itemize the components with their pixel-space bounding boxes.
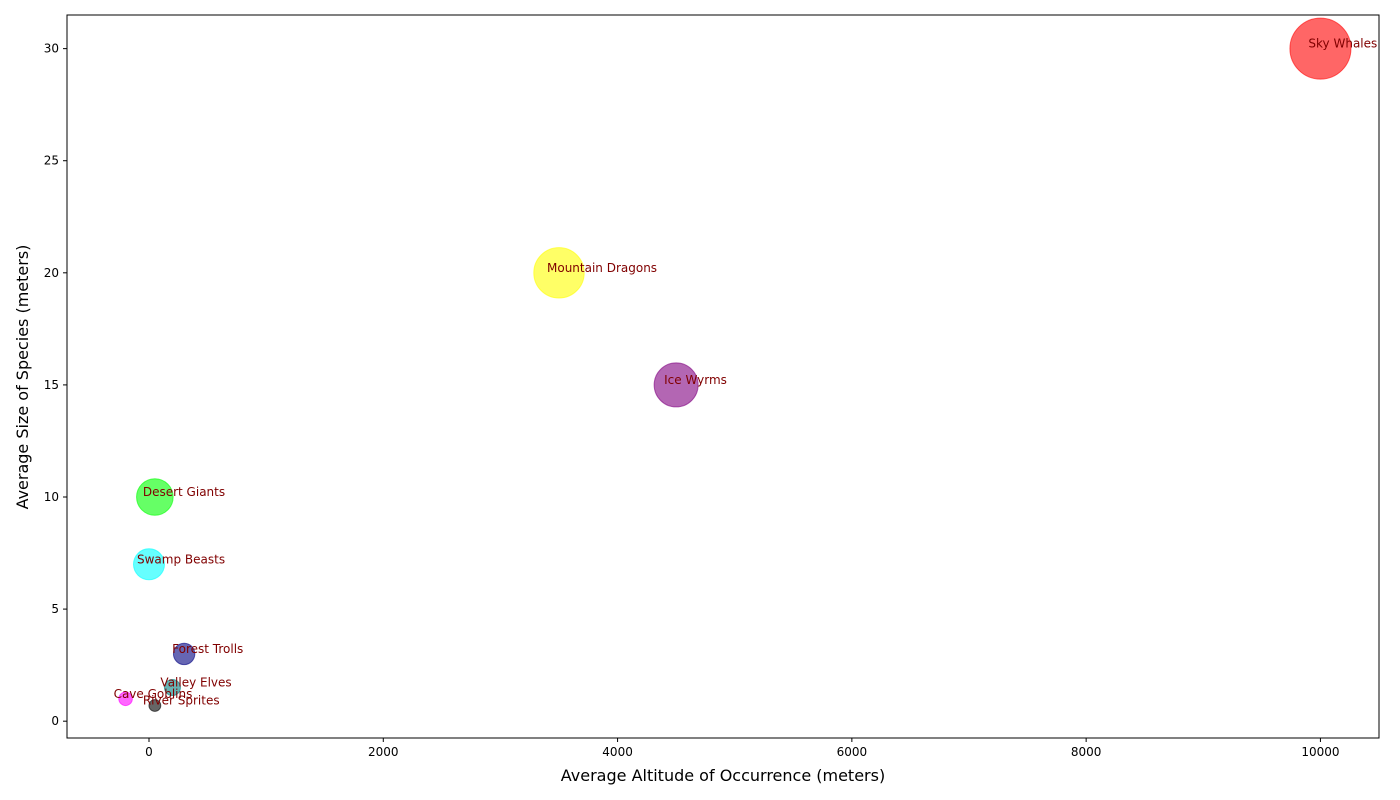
y-axis-ticks: 0 5 10 15 20 25 30 xyxy=(44,42,67,728)
y-tick-label: 10 xyxy=(44,490,59,504)
y-axis-label: Average Size of Species (meters) xyxy=(13,245,32,510)
bubble-sky-whales xyxy=(1289,17,1352,80)
y-tick-label: 5 xyxy=(51,602,59,616)
bubble-desert-giants xyxy=(136,478,174,516)
point-label-ice-wyrms: Ice Wyrms xyxy=(664,373,727,387)
point-label-cave-goblins: Cave Goblins xyxy=(114,687,193,701)
point-label-desert-giants: Desert Giants xyxy=(143,485,225,499)
plot-area xyxy=(66,14,1380,739)
x-tick-label: 0 xyxy=(145,745,153,759)
x-axis-label: Average Altitude of Occurrence (meters) xyxy=(561,766,885,785)
y-tick-label: 0 xyxy=(51,714,59,728)
point-label-river-sprites: River Sprites xyxy=(143,693,220,707)
bubble-cave-goblins xyxy=(118,691,133,707)
point-label-swamp-beasts: Swamp Beasts xyxy=(137,552,225,566)
y-tick-label: 20 xyxy=(44,266,59,280)
point-label-mountain-dragons: Mountain Dragons xyxy=(547,261,657,275)
bubbles-group xyxy=(118,17,1352,712)
bubble-ice-wyrms xyxy=(653,362,699,408)
bubble-river-sprites xyxy=(148,699,162,712)
x-tick-label: 10000 xyxy=(1301,745,1339,759)
bubble-mountain-dragons xyxy=(533,247,585,299)
x-tick-label: 8000 xyxy=(1071,745,1102,759)
x-tick-label: 4000 xyxy=(602,745,633,759)
point-label-forest-trolls: Forest Trolls xyxy=(172,642,243,656)
y-tick-label: 30 xyxy=(44,42,59,56)
y-tick-label: 25 xyxy=(44,154,59,168)
point-labels-group: Sky Whales Mountain Dragons Ice Wyrms Deser… xyxy=(114,37,1378,708)
bubble-forest-trolls xyxy=(172,642,196,666)
x-axis-ticks: 0 2000 4000 6000 8000 10000 xyxy=(145,738,1340,759)
bubble-valley-elves xyxy=(163,679,181,697)
x-tick-label: 2000 xyxy=(368,745,399,759)
point-label-sky-whales: Sky Whales xyxy=(1308,37,1377,51)
point-label-valley-elves: Valley Elves xyxy=(160,676,231,690)
bubble-swamp-beasts xyxy=(133,548,165,581)
x-tick-label: 6000 xyxy=(837,745,868,759)
y-tick-label: 15 xyxy=(44,378,59,392)
